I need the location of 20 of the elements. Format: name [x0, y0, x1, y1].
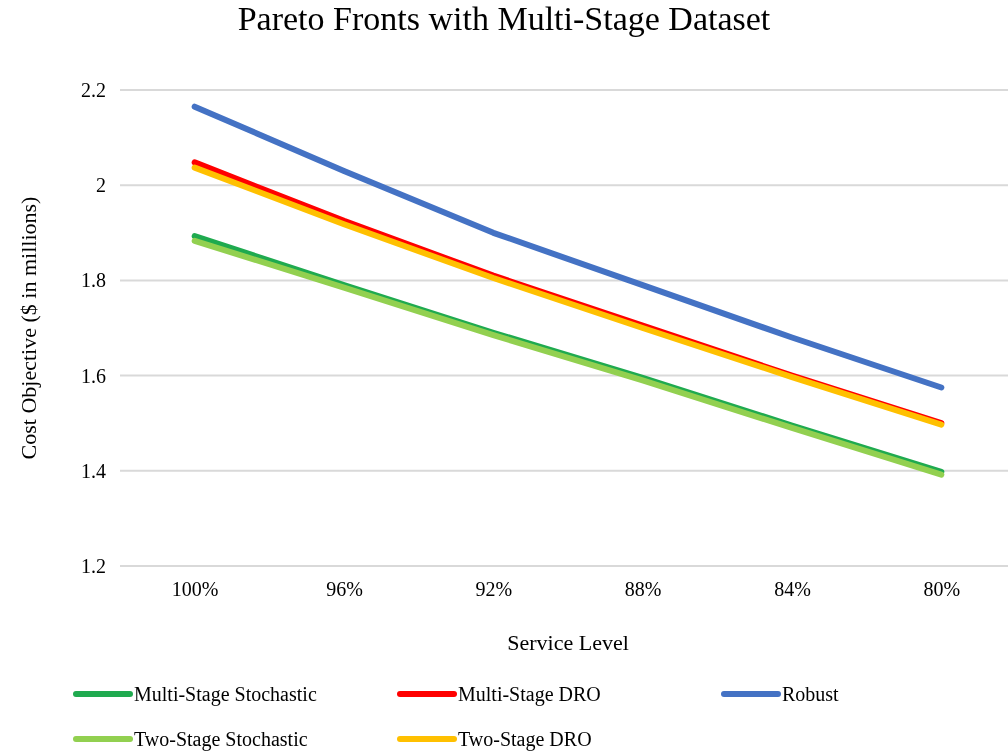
legend-label: Two-Stage DRO — [458, 728, 592, 751]
chart-title: Pareto Fronts with Multi-Stage Dataset — [237, 0, 771, 37]
y-tick-label: 1.6 — [81, 364, 106, 387]
x-tick-label: 84% — [774, 578, 811, 601]
x-tick-label: 96% — [326, 578, 363, 601]
y-tick-label: 1.2 — [81, 554, 106, 577]
y-tick-label: 2 — [96, 174, 106, 197]
y-tick-label: 1.4 — [81, 459, 106, 482]
legend-label: Two-Stage Stochastic — [134, 728, 308, 751]
legend-label: Multi-Stage Stochastic — [134, 683, 317, 706]
legend-label: Robust — [782, 683, 840, 705]
x-tick-label: 92% — [475, 578, 513, 601]
y-tick-label: 2.2 — [81, 78, 106, 101]
x-axis-title: Service Level — [507, 630, 629, 655]
x-tick-label: 88% — [624, 578, 662, 601]
y-axis-title: Cost Objective ($ in millions) — [16, 196, 41, 460]
x-tick-label: 80% — [923, 578, 961, 601]
legend-label: Multi-Stage DRO — [458, 683, 601, 706]
y-tick-label: 1.8 — [81, 269, 106, 292]
x-tick-label: 100% — [171, 578, 219, 601]
